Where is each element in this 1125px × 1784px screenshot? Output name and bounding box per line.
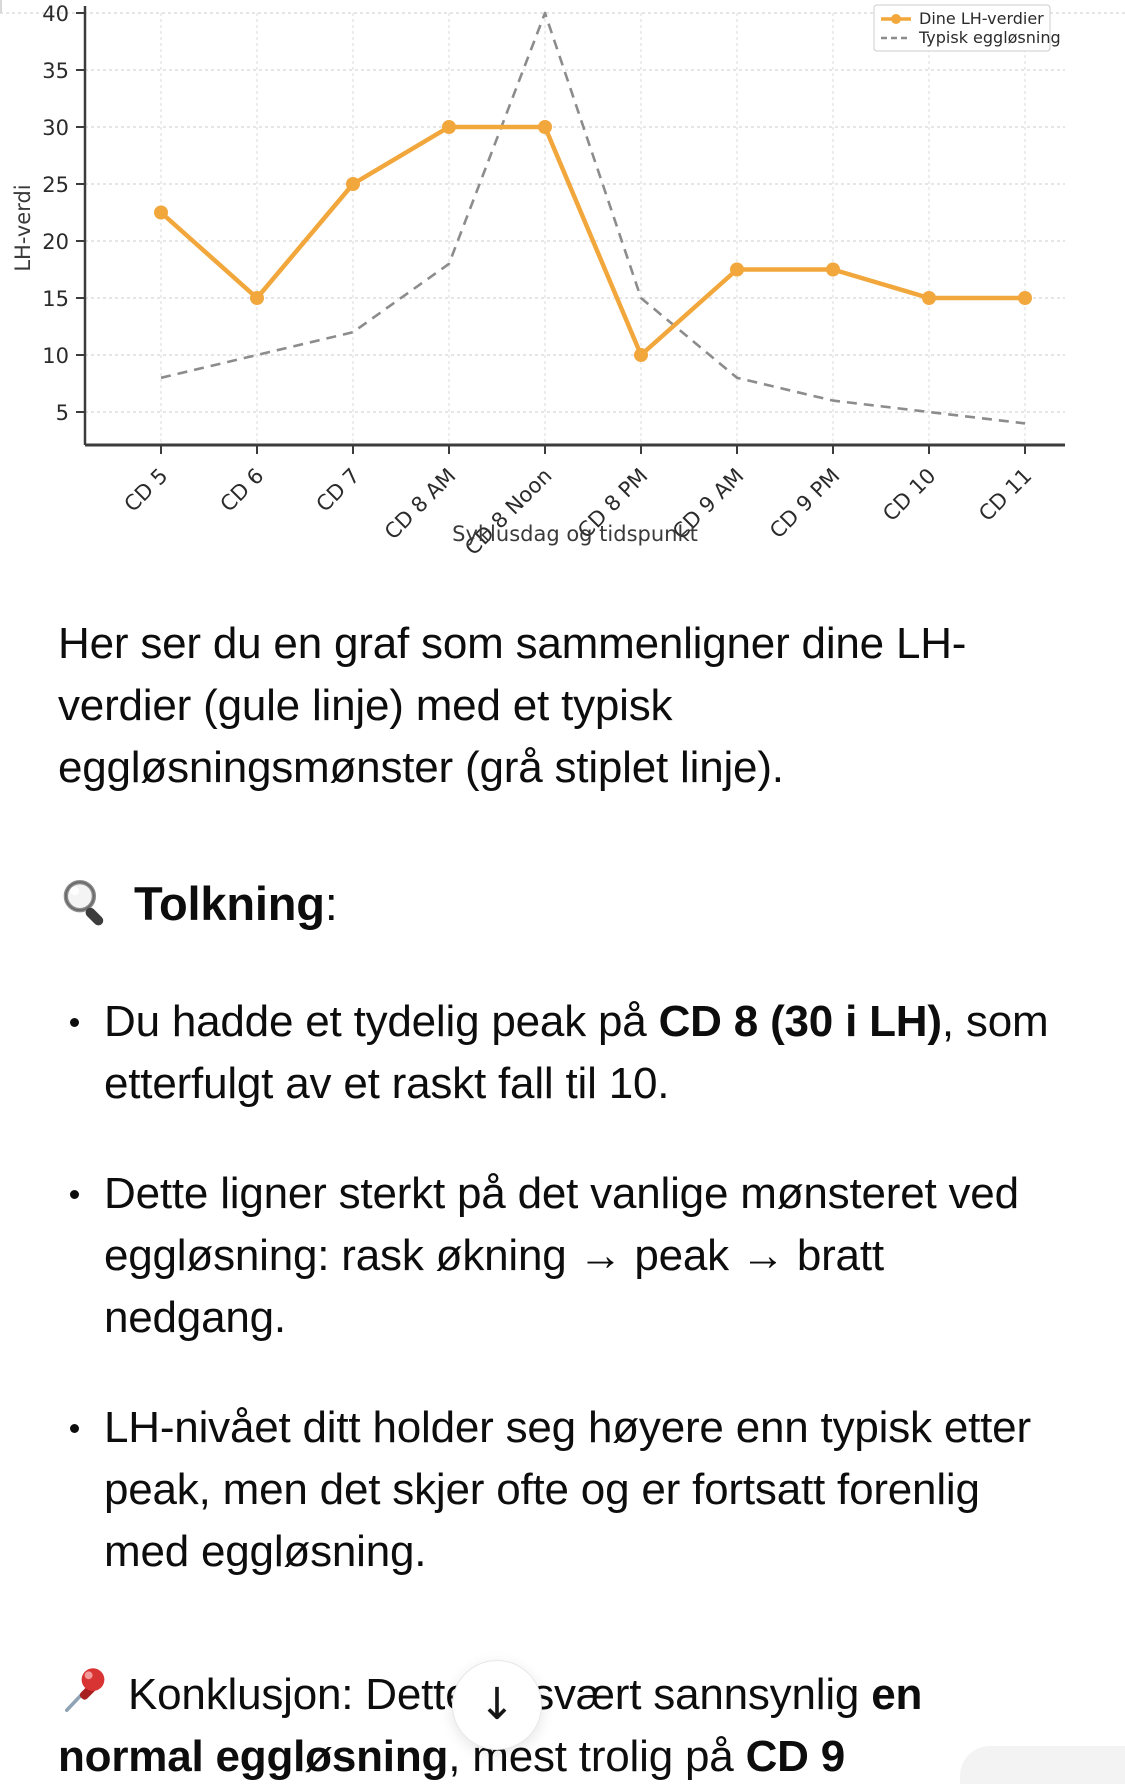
svg-text:Syklusdag og tidspunkt: Syklusdag og tidspunkt: [452, 522, 698, 546]
conclusion-paragraph: Konklusjon: Dette er svært sannsynlig en…: [58, 1663, 1067, 1784]
edge-artifact: [0, 0, 2, 13]
text-run: LH-nivået ditt holder seg høyere enn typ…: [104, 1403, 1031, 1576]
corner-overlay: [960, 1746, 1125, 1784]
scroll-to-bottom-button[interactable]: ↓: [452, 1660, 542, 1750]
svg-text:25: 25: [42, 173, 69, 197]
interpretation-heading-title: Tolkning: [134, 877, 325, 930]
list-item: Dette ligner sterkt på det vanlige mønst…: [58, 1163, 1067, 1349]
text-run: , som etterfulgt av et raskt fall til 10…: [104, 997, 1049, 1108]
pushpin-icon: [58, 1663, 114, 1719]
list-item: Du hadde et tydelig peak på CD 8 (30 i L…: [58, 991, 1067, 1115]
list-item-text: Du hadde et tydelig peak på CD 8 (30 i L…: [104, 997, 1049, 1108]
interpretation-list: Du hadde et tydelig peak på CD 8 (30 i L…: [58, 991, 1067, 1583]
bold-text-run: en normal eggløsning: [58, 1670, 923, 1781]
svg-text:5: 5: [56, 401, 69, 425]
svg-text:CD 9 PM: CD 9 PM: [765, 464, 844, 543]
interpretation-heading-text: Tolkning:: [134, 873, 338, 935]
svg-text:15: 15: [42, 287, 69, 311]
svg-text:10: 10: [42, 344, 69, 368]
svg-text:Dine LH-verdier: Dine LH-verdier: [919, 9, 1044, 28]
svg-text:CD 5: CD 5: [120, 464, 173, 517]
interpretation-heading-colon: :: [324, 877, 338, 930]
bullet-dot: [70, 1018, 79, 1027]
svg-text:CD 7: CD 7: [312, 464, 365, 517]
svg-text:35: 35: [42, 59, 69, 83]
svg-text:30: 30: [42, 116, 69, 140]
svg-text:CD 10: CD 10: [878, 464, 940, 526]
text-run: Dette ligner sterkt på det vanlige mønst…: [104, 1169, 1019, 1342]
svg-text:40: 40: [42, 2, 69, 26]
bullet-dot: [70, 1424, 79, 1433]
arrow-down-icon: ↓: [478, 1679, 516, 1730]
svg-text:CD 6: CD 6: [216, 464, 269, 517]
list-item-text: Dette ligner sterkt på det vanlige mønst…: [104, 1169, 1019, 1342]
svg-text:LH-verdi: LH-verdi: [11, 184, 35, 271]
svg-text:Typisk eggløsning: Typisk eggløsning: [918, 28, 1061, 47]
magnifier-icon: [58, 876, 114, 932]
svg-text:CD 8 AM: CD 8 AM: [380, 464, 461, 545]
message-content: Her ser du en graf som sammenligner dine…: [0, 613, 1125, 1784]
bullet-dot: [70, 1190, 79, 1199]
lh-chart: 5 10 15 20 25 30 35 40 CD 5 CD 6 CD 7 CD 8 AM CD 8 N…: [0, 0, 1125, 555]
list-item-text: LH-nivået ditt holder seg høyere enn typ…: [104, 1403, 1031, 1576]
list-item: LH-nivået ditt holder seg høyere enn typ…: [58, 1397, 1067, 1583]
bold-text-run: CD 9: [745, 1732, 846, 1781]
svg-text:20: 20: [42, 230, 69, 254]
bold-text-run: CD 8 (30 i LH): [658, 997, 942, 1046]
intro-paragraph: Her ser du en graf som sammenligner dine…: [58, 619, 967, 792]
interpretation-heading: Tolkning:: [58, 873, 1067, 935]
text-run: Du hadde et tydelig peak på: [104, 997, 659, 1046]
svg-text:CD 11: CD 11: [974, 464, 1036, 526]
